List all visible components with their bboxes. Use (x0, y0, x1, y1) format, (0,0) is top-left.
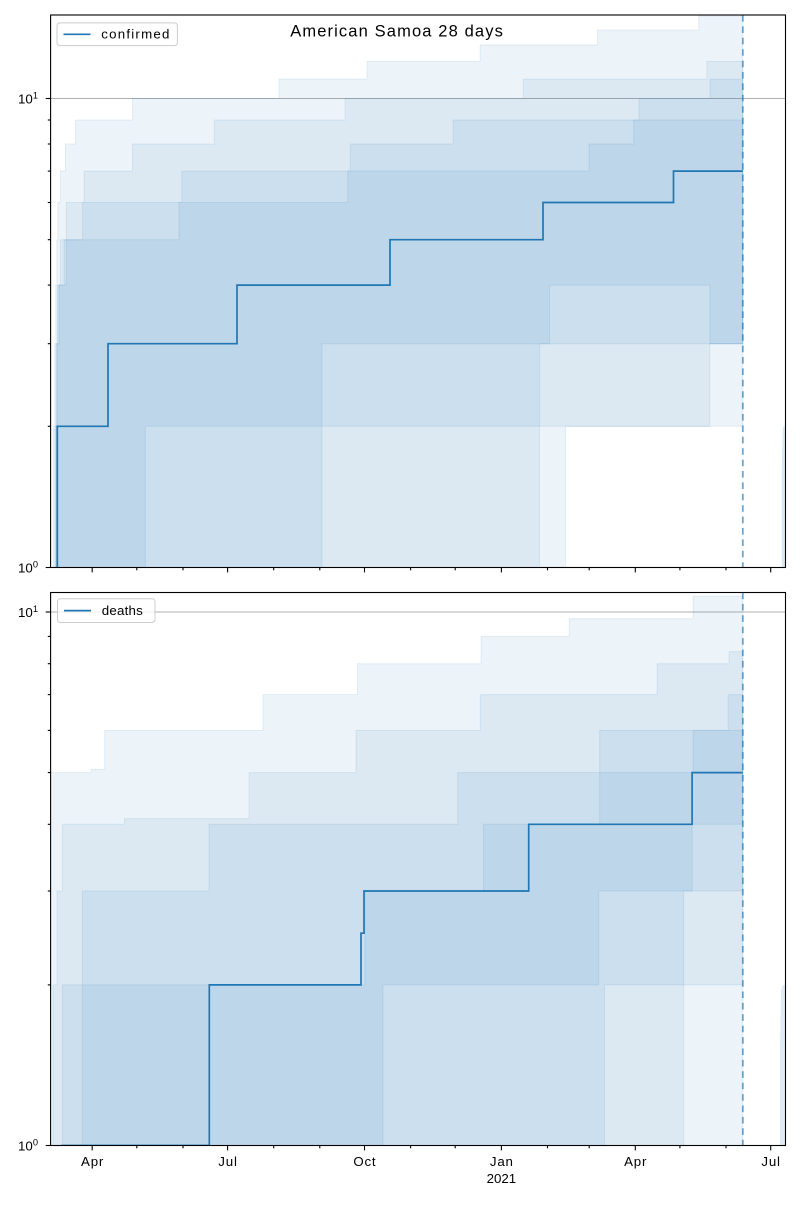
svg-text:deaths: deaths (102, 603, 143, 618)
svg-text:Apr: Apr (624, 1154, 647, 1169)
svg-text:Jan: Jan (490, 1154, 514, 1169)
svg-text:American Samoa 28 days: American Samoa 28 days (290, 23, 504, 41)
svg-text:confirmed: confirmed (101, 27, 170, 42)
svg-text:Jul: Jul (218, 1154, 237, 1169)
svg-text:Oct: Oct (353, 1154, 376, 1169)
svg-text:2021: 2021 (487, 1171, 517, 1186)
svg-text:Apr: Apr (81, 1154, 104, 1169)
svg-text:Jul: Jul (761, 1154, 780, 1169)
